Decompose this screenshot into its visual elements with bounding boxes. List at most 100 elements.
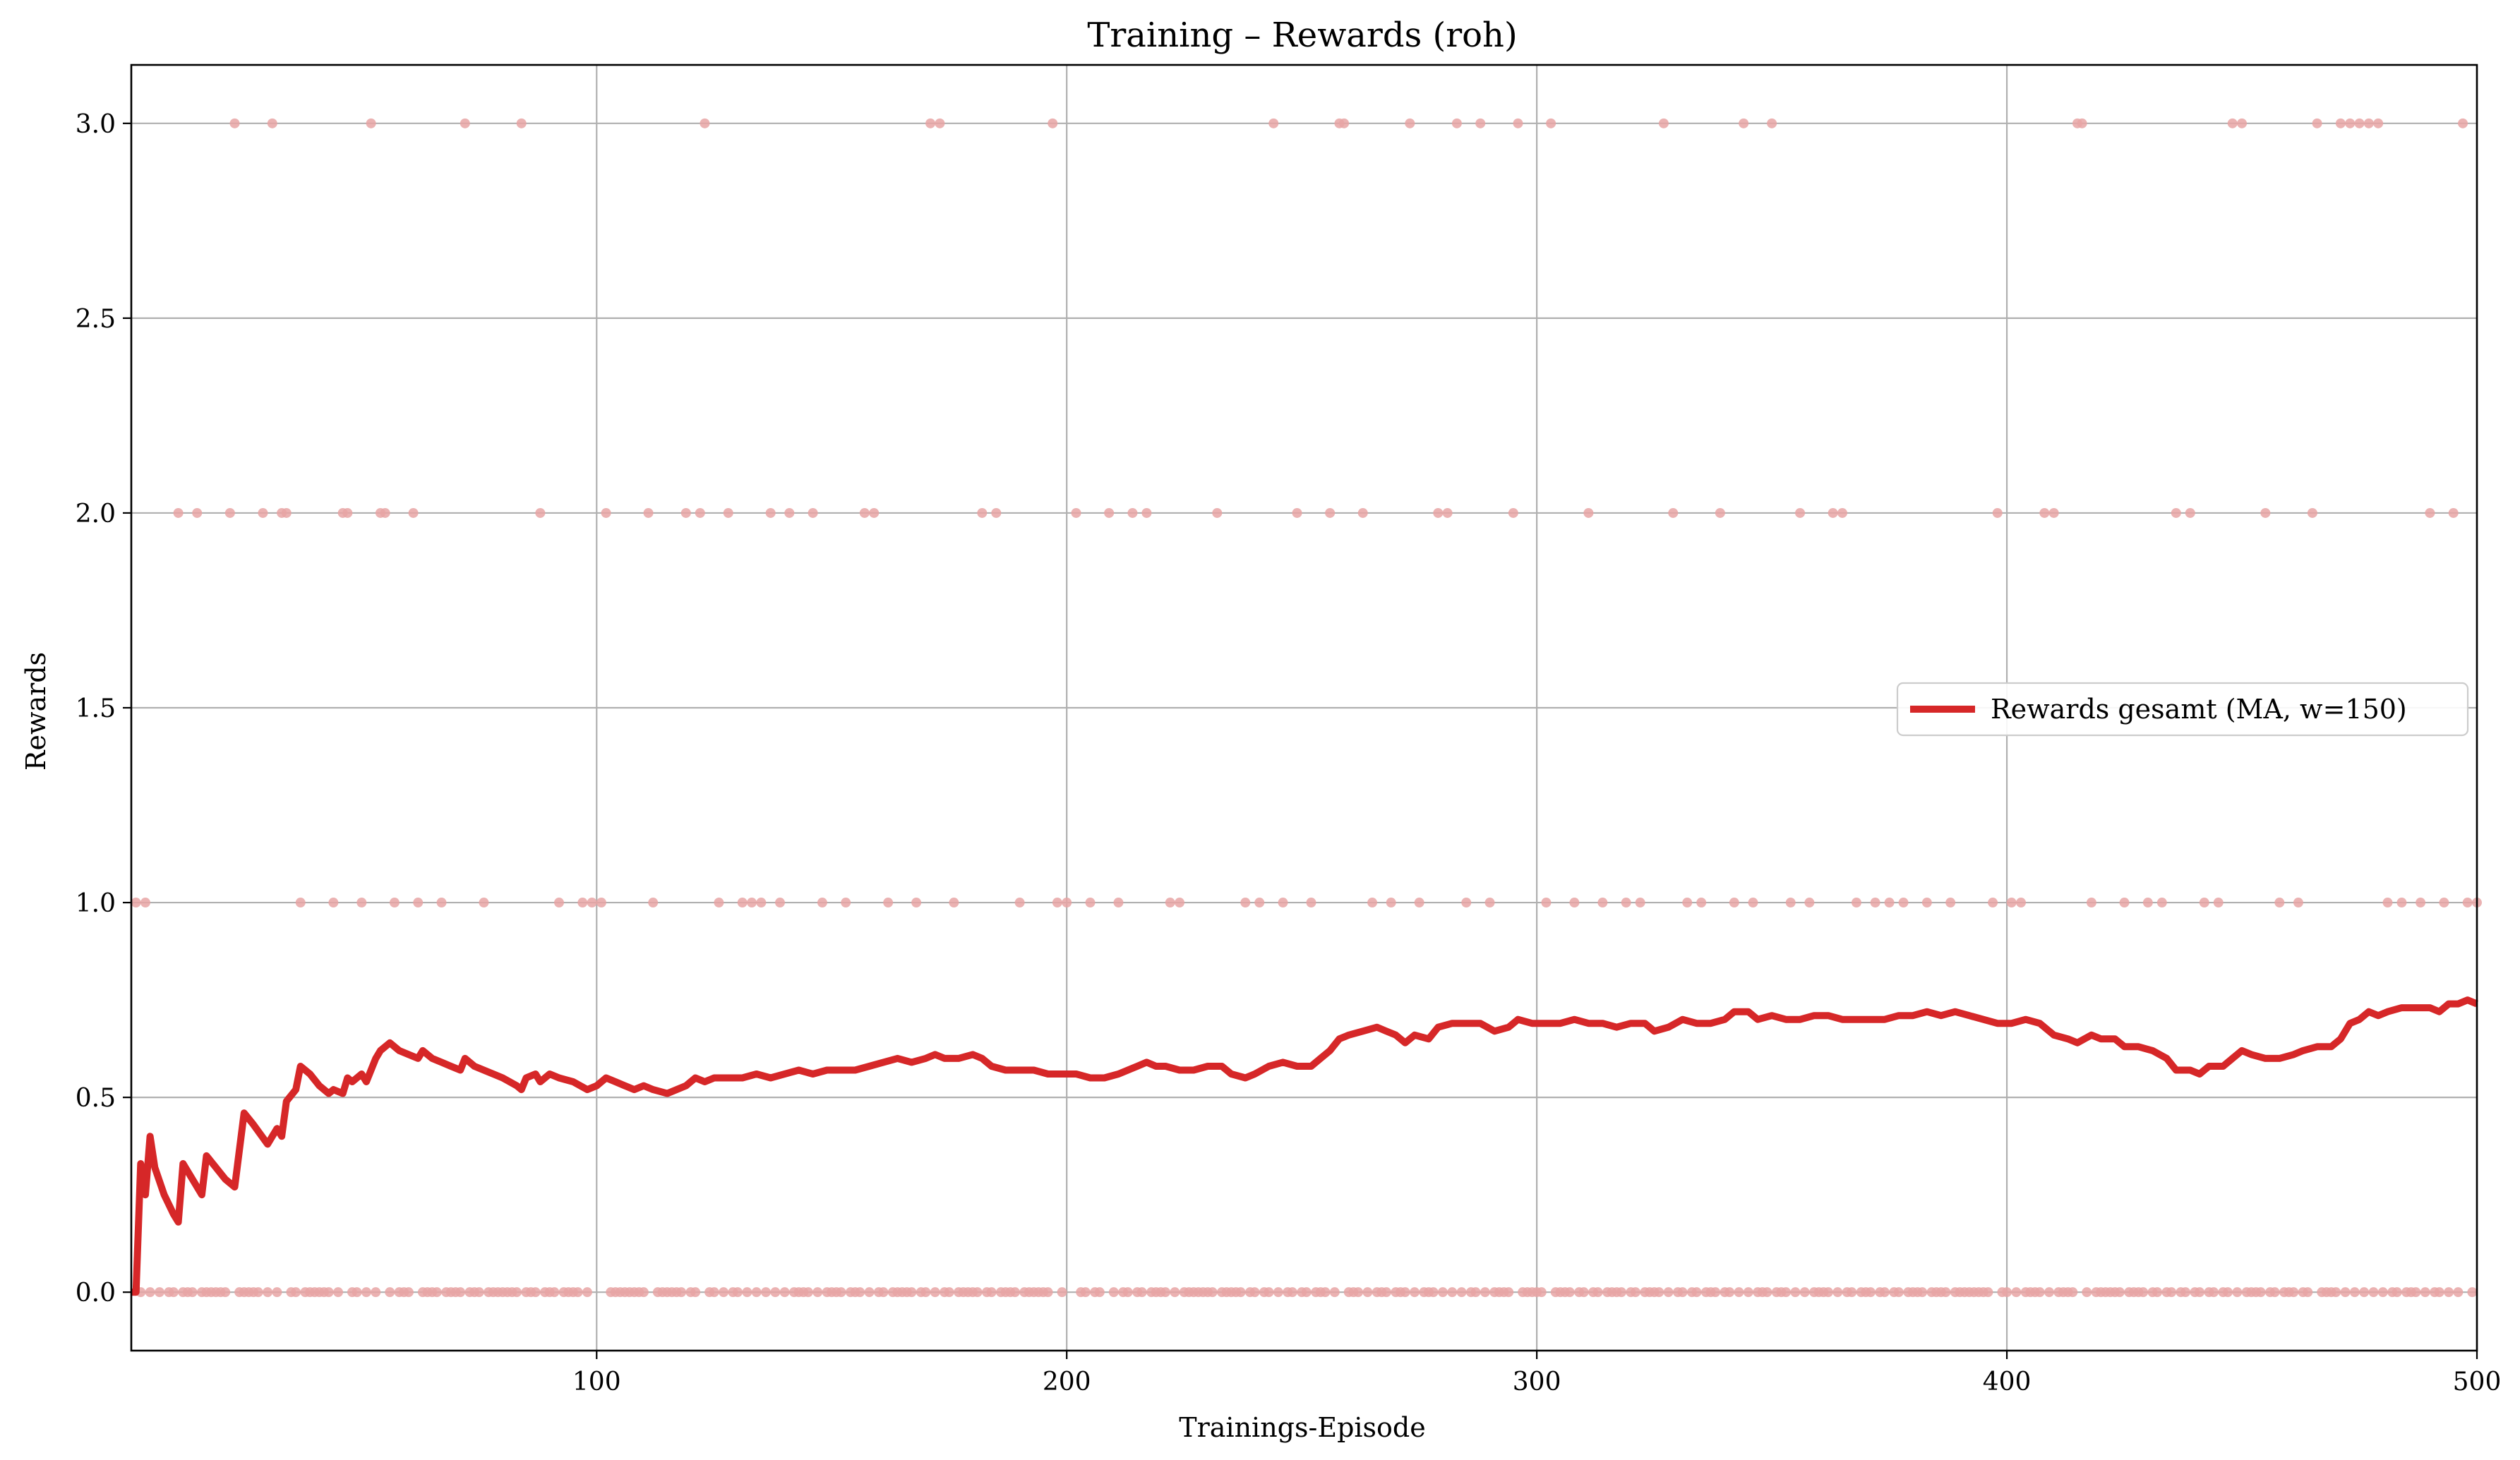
scatter-point bbox=[2039, 507, 2050, 518]
scatter-point bbox=[2377, 1287, 2388, 1298]
scatter-point bbox=[2373, 118, 2384, 128]
scatter-point bbox=[2425, 507, 2435, 518]
scatter-point bbox=[920, 1287, 931, 1298]
scatter-point bbox=[342, 507, 353, 518]
scatter-point bbox=[328, 898, 339, 908]
scatter-point bbox=[1785, 898, 1796, 908]
scatter-point bbox=[774, 898, 785, 908]
scatter-point bbox=[2411, 1287, 2421, 1298]
scatter-point bbox=[352, 1287, 362, 1298]
scatter-point bbox=[2293, 898, 2303, 908]
axis-ticks: 100 200 300 400 500 0.0 0.5 1.0 1.5 2.0 2.5 3.0 bbox=[76, 110, 2502, 1396]
y-tick-label: 0.5 bbox=[76, 1084, 116, 1113]
scatter-point bbox=[1325, 507, 1336, 518]
scatter-point bbox=[935, 118, 945, 128]
scatter-point bbox=[1790, 1287, 1801, 1298]
scatter-point bbox=[2223, 1287, 2233, 1298]
y-tick-label: 1.0 bbox=[76, 889, 116, 918]
scatter-point bbox=[572, 1287, 583, 1298]
scatter-point bbox=[991, 507, 1002, 518]
scatter-point bbox=[361, 1287, 371, 1298]
scatter-point bbox=[1113, 898, 1124, 908]
scatter-point bbox=[2114, 1287, 2125, 1298]
scatter-point bbox=[1080, 1287, 1091, 1298]
scatter-point bbox=[385, 1287, 395, 1298]
scatter-point bbox=[356, 898, 367, 908]
scatter-point bbox=[258, 507, 268, 518]
scatter-point bbox=[577, 898, 588, 908]
scatter-point bbox=[1823, 1287, 1834, 1298]
scatter-point bbox=[2260, 507, 2271, 518]
scatter-point bbox=[761, 1287, 772, 1298]
scatter-point bbox=[267, 118, 277, 128]
scatter-point bbox=[1696, 898, 1707, 908]
scatter-point bbox=[841, 898, 851, 908]
scatter-point bbox=[1254, 898, 1265, 908]
scatter-point bbox=[2171, 507, 2181, 518]
scatter-point bbox=[878, 1287, 889, 1298]
series-line bbox=[131, 996, 2478, 1296]
scatter-point bbox=[700, 118, 710, 128]
scatter-point bbox=[281, 507, 292, 518]
legend-entry: Rewards gesamt (MA, w=150) bbox=[1991, 694, 2407, 725]
scatter-point bbox=[2382, 898, 2393, 908]
scatter-point bbox=[812, 1287, 823, 1298]
scatter-point bbox=[1357, 507, 1368, 518]
scatter-point bbox=[2156, 898, 2167, 908]
scatter-point bbox=[2307, 507, 2317, 518]
scatter-point bbox=[1828, 507, 1838, 518]
scatter-point bbox=[1767, 118, 1777, 128]
scatter-point bbox=[1508, 507, 1518, 518]
scatter-point bbox=[1470, 1287, 1481, 1298]
scatter-point bbox=[2458, 118, 2468, 128]
scatter-point bbox=[1456, 1287, 1467, 1298]
scatter-point bbox=[714, 898, 724, 908]
scatter-point bbox=[1165, 898, 1175, 908]
scatter-point bbox=[2444, 1287, 2454, 1298]
scatter-point bbox=[2269, 1287, 2280, 1298]
scatter-point bbox=[1616, 1287, 1627, 1298]
scatter-point bbox=[1988, 898, 1998, 908]
scatter-point bbox=[2416, 898, 2426, 908]
scatter-point bbox=[2142, 898, 2153, 908]
scatter-point bbox=[154, 1287, 164, 1298]
scatter-point bbox=[272, 1287, 282, 1298]
scatter-point bbox=[1724, 1287, 1735, 1298]
scatter-point bbox=[220, 1287, 231, 1298]
scatter-point bbox=[1014, 898, 1025, 908]
scatter-point bbox=[413, 898, 424, 908]
scatter-point bbox=[1682, 898, 1693, 908]
scatter-point bbox=[2392, 1287, 2402, 1298]
scatter-point bbox=[1832, 1287, 1843, 1298]
scatter-point bbox=[1461, 898, 1472, 908]
scatter-point bbox=[1104, 507, 1115, 518]
scatter-point bbox=[140, 898, 150, 908]
scatter-point bbox=[263, 1287, 273, 1298]
scatter-point bbox=[1094, 1287, 1105, 1298]
scatter-point bbox=[1799, 1287, 1810, 1298]
scatter-point bbox=[986, 1287, 997, 1298]
scatter-point bbox=[549, 1287, 560, 1298]
scatter-point bbox=[2363, 118, 2374, 128]
scatter-point bbox=[1734, 1287, 1744, 1298]
scatter-point bbox=[2016, 898, 2027, 908]
scatter-point bbox=[1339, 118, 1350, 128]
scatter-point bbox=[1451, 118, 1462, 128]
scatter-point bbox=[2335, 118, 2346, 128]
scatter-point bbox=[1592, 1287, 1603, 1298]
scatter-point bbox=[1287, 1287, 1297, 1298]
scatter-point bbox=[1945, 898, 1956, 908]
scatter-point bbox=[949, 898, 959, 908]
scatter-point bbox=[2368, 1287, 2379, 1298]
scatter-point bbox=[1071, 507, 1081, 518]
scatter-point bbox=[1893, 1287, 1904, 1298]
y-tick-label: 2.5 bbox=[76, 305, 116, 334]
scatter-point bbox=[2213, 898, 2224, 908]
scatter-point bbox=[1273, 1287, 1283, 1298]
scatter-point bbox=[1400, 1287, 1410, 1298]
scatter-point bbox=[403, 1287, 414, 1298]
scatter-point bbox=[2467, 1287, 2478, 1298]
scatter-point bbox=[1301, 1287, 1312, 1298]
scatter-point bbox=[855, 1287, 865, 1298]
scatter-point bbox=[864, 1287, 875, 1298]
